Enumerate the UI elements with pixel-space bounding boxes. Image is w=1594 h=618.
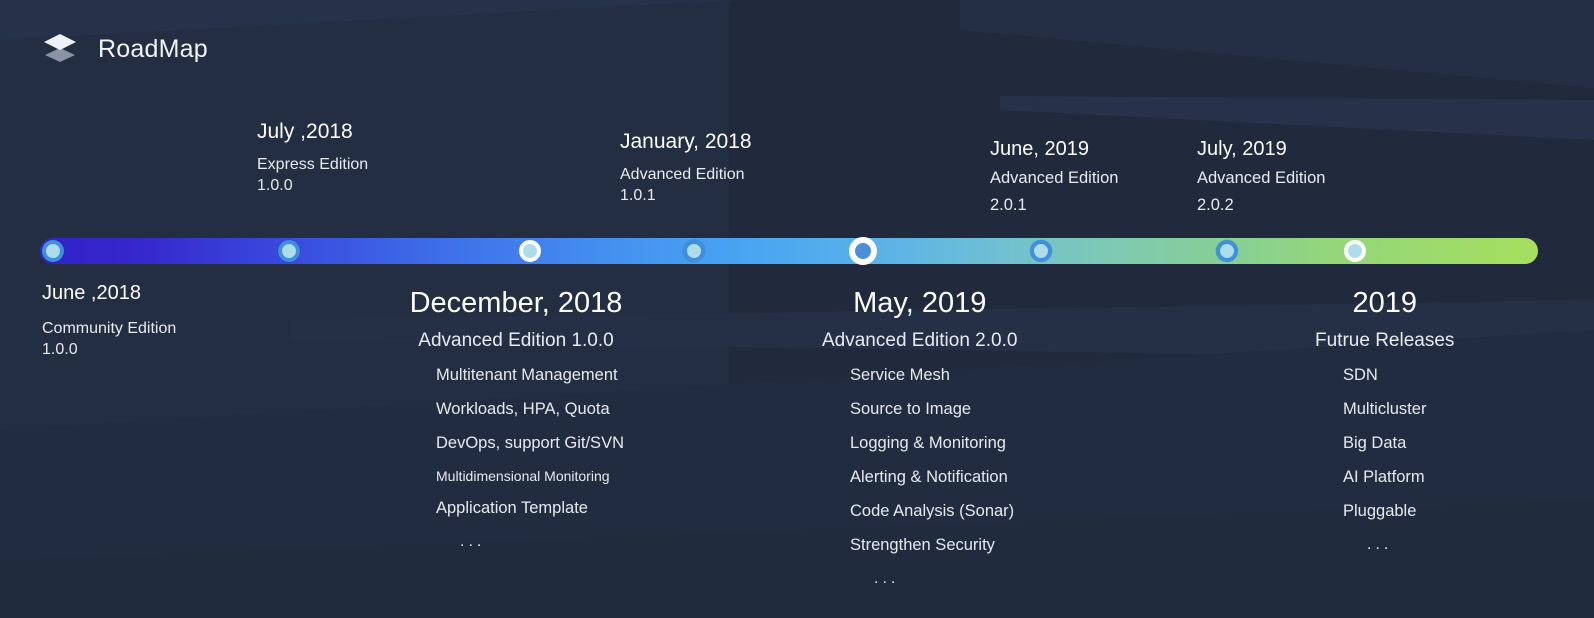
- milestone-january-2018[interactable]: January, 2018 Advanced Edition 1.0.1: [620, 130, 752, 207]
- timeline-marker-may-2019[interactable]: [849, 237, 877, 265]
- milestone-date: January, 2018: [620, 130, 752, 153]
- milestone-date: December, 2018: [409, 287, 623, 319]
- milestone-version: 1.0.0: [42, 340, 78, 358]
- timeline-marker-future-2019[interactable]: [1344, 240, 1366, 262]
- feature-item: Source to Image: [850, 400, 972, 419]
- milestone-edition: Futrue Releases: [1315, 330, 1455, 352]
- background-shape-top-right: [960, 0, 1594, 88]
- feature-item: Big Data: [1343, 434, 1407, 453]
- feature-item-more: ...: [874, 570, 900, 588]
- background-shape-upper-right: [1000, 96, 1594, 140]
- milestone-edition: Advanced Edition 2.0.0: [822, 330, 1018, 352]
- feature-item: Strengthen Security: [850, 536, 995, 555]
- timeline-marker-june-2018[interactable]: [42, 240, 64, 262]
- milestone-date: July, 2019: [1197, 138, 1287, 160]
- milestone-feature-list: Multitenant Management Workloads, HPA, Q…: [408, 366, 624, 551]
- milestone-date: May, 2019: [853, 287, 987, 319]
- milestone-july-2019[interactable]: July, 2019 Advanced Edition 2.0.2: [1197, 138, 1325, 219]
- milestone-date: June, 2019: [990, 138, 1089, 160]
- milestone-feature-list: SDN Multicluster Big Data AI Platform Pl…: [1315, 366, 1454, 554]
- feature-item: Logging & Monitoring: [850, 434, 1006, 453]
- milestone-version: 1.0.0: [257, 176, 293, 194]
- milestone-edition: Community Edition: [42, 320, 177, 337]
- milestone-december-2018[interactable]: December, 2018 Advanced Edition 1.0.0 Mu…: [408, 287, 624, 551]
- page-title: RoadMap: [98, 34, 208, 63]
- milestone-edition: Advanced Edition: [990, 169, 1119, 187]
- milestone-date: June ,2018: [42, 282, 141, 304]
- feature-item: Multitenant Management: [436, 366, 618, 385]
- feature-item: Workloads, HPA, Quota: [436, 400, 610, 419]
- layers-stack-icon: [44, 34, 76, 62]
- timeline-marker-january-2018[interactable]: [683, 240, 705, 262]
- milestone-edition: Advanced Edition: [1197, 169, 1326, 187]
- timeline-marker-june-2019[interactable]: [1030, 240, 1052, 262]
- app-header: RoadMap: [42, 30, 208, 68]
- milestone-date: July ,2018: [257, 120, 353, 143]
- feature-item: Pluggable: [1343, 502, 1417, 521]
- feature-item-more: ...: [1367, 536, 1393, 554]
- milestone-may-2019[interactable]: May, 2019 Advanced Edition 2.0.0 Service…: [822, 287, 1017, 588]
- feature-item: AI Platform: [1343, 468, 1425, 487]
- feature-item: DevOps, support Git/SVN: [436, 434, 624, 453]
- timeline-marker-december-2018[interactable]: [519, 240, 541, 262]
- milestone-date: 2019: [1352, 287, 1417, 319]
- feature-item: Multidimensional Monitoring: [436, 468, 610, 485]
- milestone-version: 1.0.1: [620, 186, 656, 204]
- feature-item: Alerting & Notification: [850, 468, 1008, 487]
- milestone-version: 2.0.1: [990, 196, 1027, 215]
- feature-item: SDN: [1343, 366, 1378, 385]
- milestone-edition: Advanced Edition: [620, 166, 745, 184]
- timeline-marker-july-2018[interactable]: [278, 240, 300, 262]
- timeline-bar: [40, 238, 1538, 264]
- feature-item: Code Analysis (Sonar): [850, 502, 1015, 521]
- feature-item: Service Mesh: [850, 366, 950, 385]
- milestone-june-2019[interactable]: June, 2019 Advanced Edition 2.0.1: [990, 138, 1118, 219]
- feature-item-more: ...: [460, 533, 486, 551]
- milestone-feature-list: Service Mesh Source to Image Logging & M…: [822, 366, 1017, 588]
- timeline-marker-july-2019[interactable]: [1216, 240, 1238, 262]
- milestone-june-2018[interactable]: June ,2018 Community Edition 1.0.0: [42, 282, 176, 361]
- milestone-july-2018[interactable]: July ,2018 Express Edition 1.0.0: [257, 120, 368, 197]
- milestone-edition: Advanced Edition 1.0.0: [418, 330, 614, 352]
- feature-item: Multicluster: [1343, 400, 1427, 419]
- feature-item: Application Template: [436, 499, 588, 518]
- milestone-edition: Express Edition: [257, 156, 369, 174]
- milestone-version: 2.0.2: [1197, 196, 1234, 215]
- milestone-future-2019[interactable]: 2019 Futrue Releases SDN Multicluster Bi…: [1315, 287, 1454, 554]
